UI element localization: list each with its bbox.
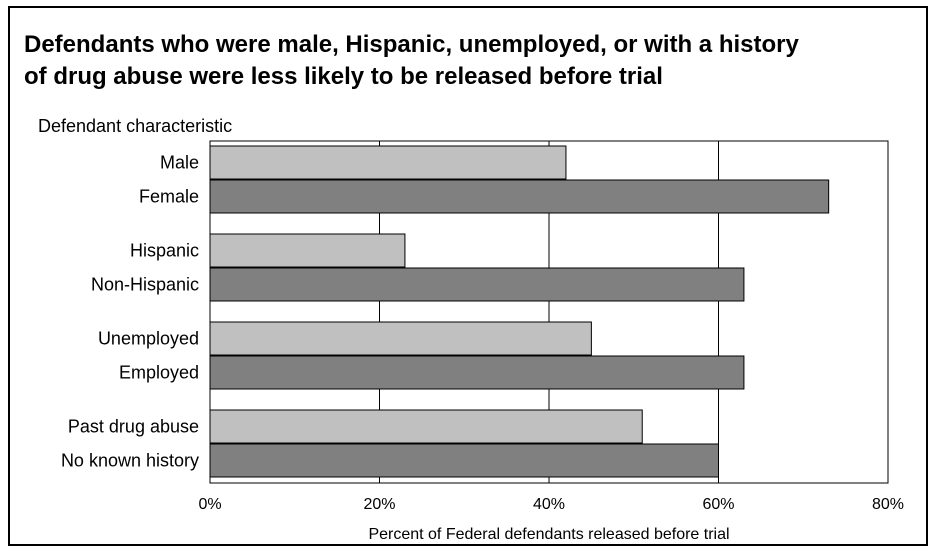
bar — [209, 409, 643, 444]
bar — [209, 443, 719, 478]
bar — [209, 145, 567, 180]
x-tick-label: 20% — [363, 496, 395, 513]
category-label: Past drug abuse — [68, 417, 199, 437]
bar — [209, 233, 406, 268]
x-axis-title: Percent of Federal defendants released b… — [368, 526, 729, 543]
chart-title-line-2: of drug abuse were less likely to be rel… — [24, 63, 663, 90]
category-label: Female — [139, 187, 199, 207]
y-axis-title: Defendant characteristic — [38, 116, 232, 136]
x-tick-label: 40% — [533, 496, 565, 513]
chart-title-line-1: Defendants who were male, Hispanic, unem… — [24, 31, 799, 58]
bar — [209, 321, 592, 356]
x-tick-label: 80% — [872, 496, 904, 513]
category-label: Male — [160, 153, 199, 173]
x-tick-label: 0% — [198, 496, 221, 513]
bar — [209, 355, 745, 390]
category-label: No known history — [61, 451, 199, 471]
category-label: Non-Hispanic — [91, 275, 199, 295]
x-tick-label: 60% — [702, 496, 734, 513]
category-label: Hispanic — [130, 241, 199, 261]
bar — [209, 179, 830, 214]
category-label: Employed — [119, 363, 199, 383]
bar — [209, 267, 745, 302]
category-label: Unemployed — [98, 329, 199, 349]
